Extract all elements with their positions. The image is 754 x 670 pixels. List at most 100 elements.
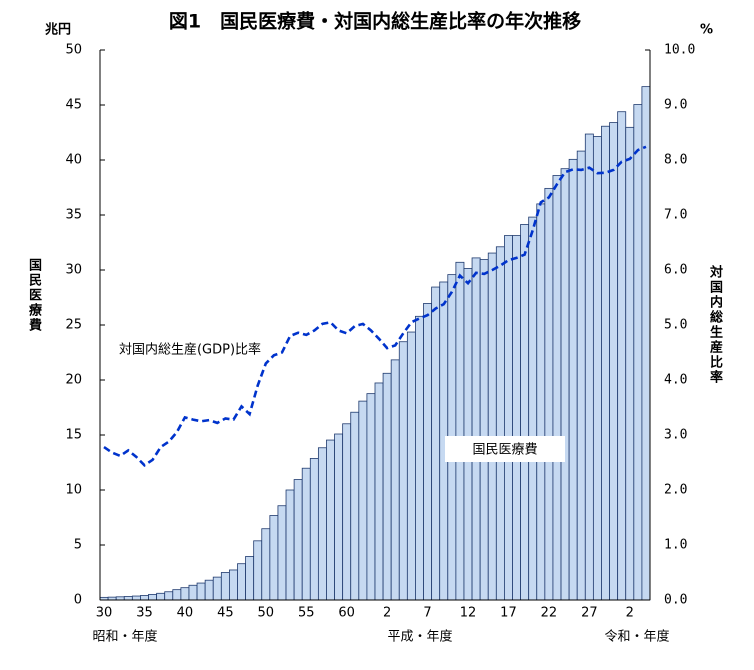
bar bbox=[487, 252, 497, 601]
y2-tick-label: 8.0 bbox=[664, 153, 687, 168]
bar bbox=[366, 393, 376, 601]
bar bbox=[196, 582, 206, 601]
bar bbox=[568, 158, 578, 601]
x-tick-label: 27 bbox=[581, 606, 598, 621]
bar bbox=[512, 235, 521, 601]
x-tick-label: 30 bbox=[96, 606, 113, 621]
label-box bbox=[445, 436, 565, 462]
bar bbox=[293, 479, 303, 601]
y2-unit: % bbox=[700, 23, 713, 38]
y-tick-label: 0 bbox=[74, 593, 82, 608]
bar bbox=[625, 126, 635, 601]
y-tick-label: 20 bbox=[65, 373, 82, 388]
x-tick-label: 55 bbox=[298, 606, 315, 621]
y-tick-label: 40 bbox=[65, 153, 82, 168]
y-tick-label: 15 bbox=[65, 428, 82, 443]
bar bbox=[301, 467, 311, 601]
bar bbox=[471, 257, 481, 601]
y2-tick-label: 9.0 bbox=[664, 98, 687, 113]
bar bbox=[504, 235, 513, 601]
bar bbox=[633, 104, 643, 601]
era-label: 平成・年度 bbox=[387, 629, 452, 645]
x-tick-label: 60 bbox=[338, 606, 355, 621]
bar bbox=[536, 203, 546, 601]
y-tick-label: 25 bbox=[65, 318, 82, 333]
x-tick-label: 50 bbox=[258, 606, 275, 621]
y2-tick-label: 1.0 bbox=[664, 538, 687, 553]
bar bbox=[463, 268, 473, 601]
y2-tick-label: 4.0 bbox=[664, 373, 687, 388]
y2-tick-label: 0.0 bbox=[664, 593, 687, 608]
era-label: 昭和・年度 bbox=[92, 629, 157, 645]
y-unit: 兆円 bbox=[45, 22, 71, 38]
y2-tick-label: 3.0 bbox=[664, 428, 687, 443]
bar bbox=[406, 331, 416, 601]
bar bbox=[584, 133, 594, 601]
bar bbox=[253, 540, 263, 601]
bar bbox=[601, 125, 610, 601]
x-tick-label: 12 bbox=[460, 606, 477, 621]
bar bbox=[520, 224, 530, 601]
bar bbox=[164, 591, 174, 601]
bar bbox=[528, 216, 538, 601]
x-tick-label: 2 bbox=[626, 606, 634, 621]
x-tick-label: 17 bbox=[500, 606, 517, 621]
bar bbox=[423, 303, 433, 601]
bar bbox=[374, 382, 384, 601]
y2-axis-label: 対国内総生産比率 bbox=[707, 265, 722, 385]
x-tick-label: 22 bbox=[541, 606, 558, 621]
bar bbox=[123, 596, 133, 601]
y-tick-label: 35 bbox=[65, 208, 82, 223]
bar bbox=[261, 528, 271, 601]
chart-title: 図1 国民医療費・対国内総生産比率の年次推移 bbox=[169, 10, 581, 33]
y2-tick-label: 2.0 bbox=[664, 483, 687, 498]
y-tick-label: 30 bbox=[65, 263, 82, 278]
bar bbox=[576, 150, 586, 601]
x-tick-label: 7 bbox=[423, 606, 431, 621]
bar bbox=[495, 246, 505, 601]
bar bbox=[552, 175, 562, 601]
bar bbox=[358, 400, 368, 601]
y-tick-label: 10 bbox=[65, 483, 82, 498]
bar bbox=[560, 168, 570, 601]
y-tick-label: 5 bbox=[74, 538, 82, 553]
x-tick-label: 2 bbox=[383, 606, 391, 621]
bar bbox=[148, 593, 158, 601]
y2-tick-label: 10.0 bbox=[664, 43, 695, 58]
bar bbox=[285, 489, 295, 601]
bar bbox=[237, 563, 246, 601]
x-tick-label: 45 bbox=[217, 606, 234, 621]
series-label: 国民医療費 bbox=[472, 443, 537, 458]
bar bbox=[309, 458, 319, 601]
y-axis-label: 国民医療費 bbox=[26, 258, 41, 333]
bar bbox=[188, 584, 198, 601]
y2-tick-label: 7.0 bbox=[664, 208, 687, 223]
x-tick-label: 40 bbox=[177, 606, 194, 621]
bar bbox=[229, 569, 238, 601]
bar bbox=[431, 286, 441, 601]
y-tick-label: 45 bbox=[65, 98, 82, 113]
bar bbox=[342, 423, 352, 601]
y-tick-label: 50 bbox=[65, 43, 82, 58]
series-label: 対国内総生産(GDP)比率 bbox=[119, 342, 261, 358]
era-label: 令和・年度 bbox=[604, 629, 669, 645]
bar bbox=[277, 505, 287, 601]
bar bbox=[641, 86, 651, 601]
bar bbox=[156, 592, 166, 601]
y2-tick-label: 5.0 bbox=[664, 318, 687, 333]
bar bbox=[617, 111, 627, 601]
bar bbox=[140, 595, 149, 601]
bar bbox=[326, 439, 335, 601]
bar bbox=[455, 261, 465, 601]
bar bbox=[245, 556, 255, 601]
bar bbox=[269, 515, 279, 601]
bar bbox=[544, 187, 554, 601]
bar bbox=[172, 589, 182, 601]
y2-tick-label: 6.0 bbox=[664, 263, 687, 278]
bar bbox=[317, 447, 327, 601]
bar bbox=[398, 341, 408, 601]
bar bbox=[220, 572, 230, 601]
bar bbox=[212, 576, 222, 601]
